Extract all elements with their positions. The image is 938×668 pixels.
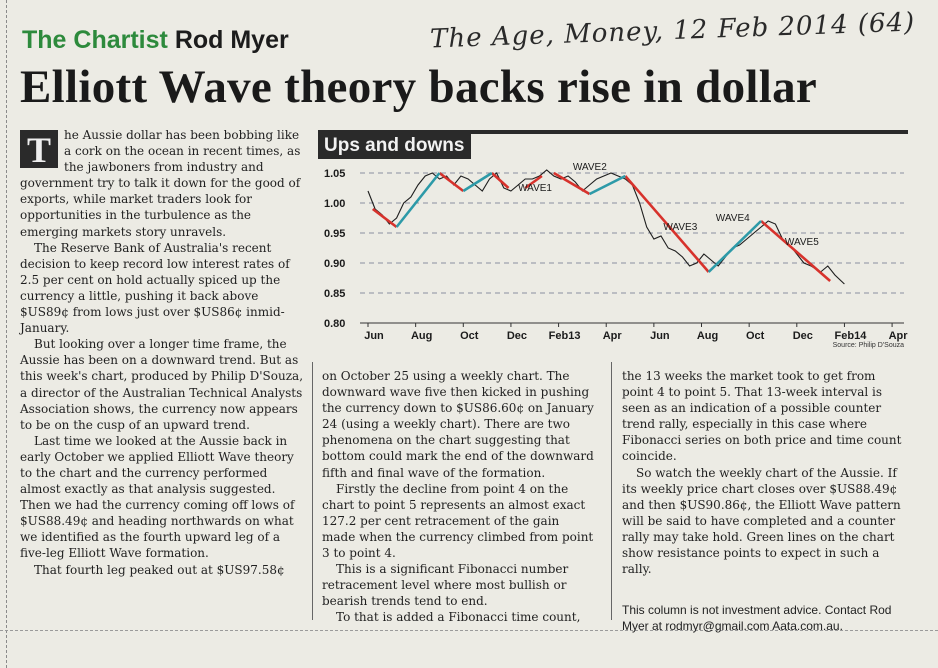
disclaimer: This column is not investment advice. Co… — [622, 603, 892, 633]
paragraph: To that is added a Fibonacci time count, — [336, 610, 581, 625]
column-divider — [312, 362, 313, 620]
x-tick-label: Oct — [746, 330, 765, 342]
teal-wave-segment — [707, 220, 762, 273]
price-line — [367, 169, 845, 285]
teal-wave-segment — [462, 171, 493, 193]
cut-line-left — [6, 0, 7, 668]
x-tick-label: Aug — [411, 330, 432, 342]
x-tick-label: Feb14 — [835, 330, 868, 342]
x-tick-label: Dec — [793, 330, 813, 342]
article-column-1: T he Aussie dollar has been bobbing like… — [20, 127, 304, 578]
paragraph: the 13 weeks the market took to get from… — [622, 369, 902, 464]
article-column-3: the 13 weeks the market took to get from… — [622, 368, 908, 577]
author-name: Rod Myer — [174, 26, 289, 54]
teal-wave-segment — [588, 174, 626, 196]
y-tick-label: 0.95 — [324, 228, 345, 240]
chart-plot: 1.05 1.00 0.95 0.90 0.85 0.80 Jun Aug Oct Dec Feb1… — [324, 162, 908, 349]
red-wave-segment — [491, 172, 510, 189]
y-tick-label: 0.85 — [324, 288, 345, 300]
chart-title: Ups and downs — [318, 134, 472, 159]
red-wave-segment — [371, 207, 398, 229]
paragraph: Last time we looked at the Aussie back i… — [20, 433, 295, 561]
paragraph: The Reserve Bank of Australia's recent d… — [20, 240, 290, 336]
x-tick-label: Oct — [460, 330, 479, 342]
wave-label: WAVE2 — [573, 162, 607, 173]
paragraph: on October 25 using a weekly chart. The … — [322, 369, 594, 480]
drop-cap: T — [20, 130, 58, 170]
x-tick-label: Apr — [889, 330, 908, 342]
red-wave-segment — [624, 175, 710, 273]
x-tick-label: Aug — [697, 330, 718, 342]
column-divider — [611, 362, 612, 620]
x-tick-label: Apr — [603, 330, 623, 342]
column-name: The Chartist — [22, 26, 168, 54]
paragraph: he Aussie dollar has been bobbing like a… — [20, 128, 301, 239]
y-tick-label: 1.00 — [324, 198, 345, 210]
x-tick-label: Jun — [364, 330, 384, 342]
cut-line-bottom — [0, 630, 938, 631]
chart-source: Source: Philip D'Souza — [833, 342, 904, 349]
red-wave-segment — [524, 174, 543, 190]
paragraph: This is a significant Fibonacci number r… — [322, 562, 569, 609]
paragraph: So watch the weekly chart of the Aussie.… — [622, 465, 901, 577]
red-wave-segment — [438, 171, 465, 193]
wave-label: WAVE5 — [785, 237, 819, 248]
handwritten-note: The Age, Money, 12 Feb 2014 (64) — [429, 7, 916, 55]
x-tick-label: Feb13 — [549, 330, 581, 342]
wave-label: WAVE4 — [716, 213, 750, 224]
paragraph: Firstly the decline from point 4 on the … — [322, 481, 594, 561]
wave-label: WAVE3 — [663, 222, 697, 233]
chart: Ups and downs 1.05 1.00 0.95 0.90 0.85 0.80 Ju… — [318, 130, 908, 354]
teal-wave-segment — [395, 172, 441, 228]
paragraph: That fourth leg peaked out at $US97.58¢ — [34, 562, 285, 577]
red-wave-segment — [760, 220, 832, 282]
y-tick-label: 1.05 — [324, 168, 345, 180]
article-column-2: on October 25 using a weekly chart. The … — [322, 368, 594, 626]
x-tick-label: Dec — [507, 330, 527, 342]
headline: Elliott Wave theory backs rise in dollar — [20, 61, 818, 113]
red-wave-segment — [553, 171, 591, 196]
x-tick-label: Jun — [650, 330, 670, 342]
paragraph: But looking over a longer time frame, th… — [20, 337, 304, 432]
chart-top-rule — [318, 130, 908, 134]
y-tick-label: 0.90 — [324, 258, 345, 270]
y-tick-label: 0.80 — [324, 318, 345, 330]
column-kicker: The Chartist Rod Myer — [22, 26, 289, 55]
wave-label: WAVE1 — [518, 183, 552, 194]
